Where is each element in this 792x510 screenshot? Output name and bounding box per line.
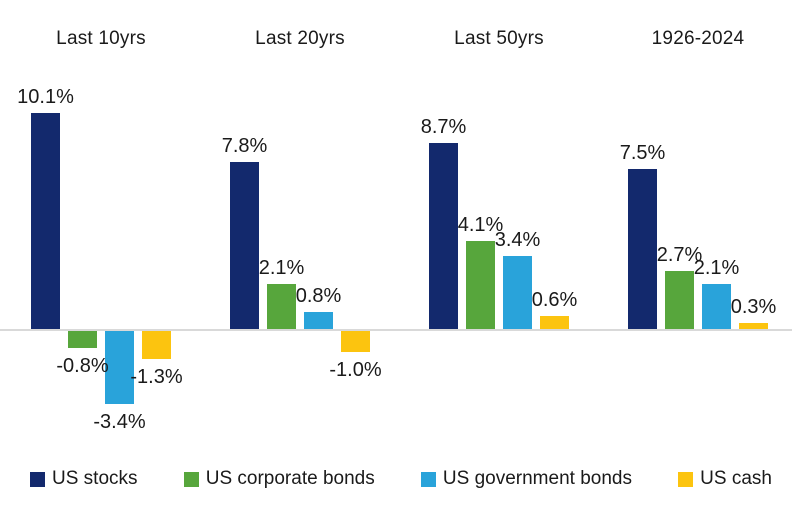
value-label-us-cash-last-20yrs: -1.0% xyxy=(329,359,382,382)
legend-label-us-corporate-bonds: US corporate bonds xyxy=(205,468,375,489)
value-label-us-stocks-last-50yrs: 8.7% xyxy=(420,115,467,138)
bar-us-stocks-last-20yrs xyxy=(230,162,259,329)
legend-item-us-cash: US cash xyxy=(678,468,772,490)
legend-swatch-icon-us-stocks xyxy=(30,471,45,487)
bar-us-cash-last-50yrs xyxy=(540,316,569,329)
bar-us-cash-last-20yrs xyxy=(341,331,370,353)
bar-us-government-bonds-last-10yrs xyxy=(105,331,134,404)
zero-axis-line xyxy=(0,329,792,331)
bar-us-stocks-last-10yrs xyxy=(31,112,60,329)
bar-us-cash-last-10yrs xyxy=(142,331,171,359)
value-label-us-corporate-bonds-last-50yrs: 4.1% xyxy=(457,214,504,237)
legend-label-us-cash: US cash xyxy=(700,468,772,489)
bar-us-stocks-1926-2024 xyxy=(628,168,657,329)
bar-us-corporate-bonds-last-10yrs xyxy=(68,331,97,349)
legend: US stocks US corporate bonds US government… xyxy=(0,468,792,490)
bar-us-government-bonds-last-20yrs xyxy=(304,311,333,329)
value-label-us-stocks-last-20yrs: 7.8% xyxy=(221,135,268,158)
value-label-us-cash-1926-2024: 0.3% xyxy=(730,295,777,318)
value-label-us-stocks-1926-2024: 7.5% xyxy=(619,141,666,164)
legend-item-us-stocks: US stocks xyxy=(30,468,138,490)
bar-us-corporate-bonds-1926-2024 xyxy=(665,271,694,329)
value-label-us-corporate-bonds-last-10yrs: -0.8% xyxy=(56,355,109,378)
value-label-us-corporate-bonds-last-20yrs: 2.1% xyxy=(258,257,305,280)
value-label-us-cash-last-10yrs: -1.3% xyxy=(130,365,183,388)
legend-swatch-icon-us-cash xyxy=(678,471,694,487)
legend-swatch-icon-us-government-bonds xyxy=(420,471,436,487)
bar-us-corporate-bonds-last-20yrs xyxy=(267,284,296,329)
bar-us-government-bonds-1926-2024 xyxy=(702,284,731,329)
value-label-us-government-bonds-1926-2024: 2.1% xyxy=(693,257,740,280)
value-label-us-government-bonds-last-50yrs: 3.4% xyxy=(494,229,541,252)
legend-label-us-stocks: US stocks xyxy=(52,468,138,489)
value-label-us-cash-last-50yrs: 0.6% xyxy=(531,289,578,312)
legend-label-us-government-bonds: US government bonds xyxy=(442,468,632,489)
legend-item-us-government-bonds: US government bonds xyxy=(420,468,632,490)
bar-us-cash-1926-2024 xyxy=(739,322,768,329)
bar-us-government-bonds-last-50yrs xyxy=(503,256,532,329)
bar-us-stocks-last-50yrs xyxy=(429,142,458,329)
group-title-1926-2024: 1926-2024 xyxy=(651,28,745,49)
legend-swatch-icon-us-corporate-bonds xyxy=(183,471,199,487)
value-label-us-corporate-bonds-1926-2024: 2.7% xyxy=(656,244,703,267)
group-title-last-50yrs: Last 50yrs xyxy=(454,28,544,49)
value-label-us-government-bonds-last-20yrs: 0.8% xyxy=(295,284,342,307)
bar-us-corporate-bonds-last-50yrs xyxy=(466,241,495,329)
group-title-last-20yrs: Last 20yrs xyxy=(255,28,345,49)
legend-item-us-corporate-bonds: US corporate bonds xyxy=(183,468,375,490)
group-title-last-10yrs: Last 10yrs xyxy=(56,28,146,49)
value-label-us-government-bonds-last-10yrs: -3.4% xyxy=(93,410,146,433)
value-label-us-stocks-last-10yrs: 10.1% xyxy=(17,85,74,108)
